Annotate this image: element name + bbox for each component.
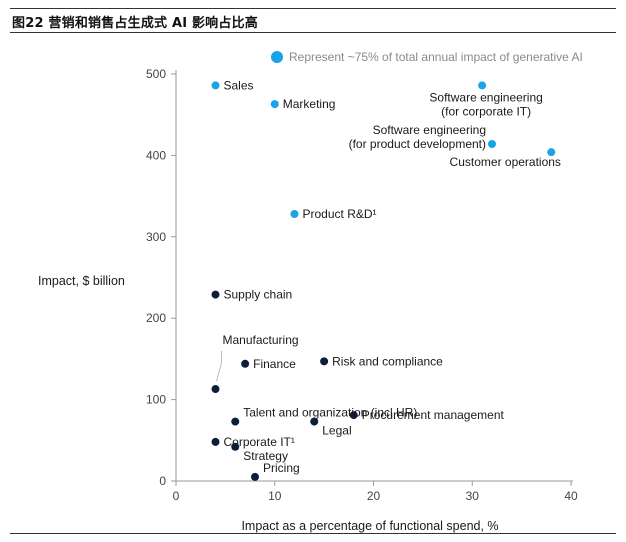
point-label: Risk and compliance bbox=[332, 354, 443, 368]
bottom-rule bbox=[10, 533, 616, 534]
point-label-line: Corporate IT¹ bbox=[224, 435, 295, 449]
point-label-line: (for product development) bbox=[349, 137, 486, 151]
y-tick-label: 300 bbox=[146, 230, 166, 244]
point-label: Software engineering (for corporate IT) bbox=[429, 90, 542, 118]
point-label-line: Product R&D¹ bbox=[303, 207, 377, 221]
data-point: Talent and organization (incl HR) bbox=[231, 406, 417, 426]
point-label: Product R&D¹ bbox=[303, 207, 377, 221]
data-point: Product R&D¹ bbox=[290, 207, 377, 221]
point-marker bbox=[310, 417, 319, 426]
axes: 0 100 200 300 400 500 0 10 20 30 40 bbox=[146, 67, 578, 503]
point-label-line: Customer operations bbox=[450, 155, 561, 169]
data-point: Legal bbox=[310, 417, 352, 438]
point-label-line: Pricing bbox=[263, 461, 300, 475]
point-label-line: Sales bbox=[224, 78, 254, 92]
x-axis-label: Impact as a percentage of functional spe… bbox=[241, 519, 498, 533]
point-marker bbox=[290, 210, 299, 219]
y-tick-label: 0 bbox=[159, 474, 166, 488]
point-label: Talent and organization (incl HR) bbox=[243, 406, 417, 420]
point-label-line: Marketing bbox=[283, 97, 336, 111]
point-label: Legal bbox=[322, 424, 351, 438]
data-point: Sales bbox=[211, 78, 254, 92]
data-point: Pricing bbox=[251, 461, 300, 481]
point-label: Corporate IT¹ bbox=[224, 435, 295, 449]
data-point: Strategy bbox=[231, 442, 288, 463]
point-marker bbox=[231, 417, 240, 426]
point-marker bbox=[478, 81, 487, 90]
data-point: Software engineering (for corporate IT) bbox=[429, 81, 543, 118]
data-point: Software engineering (for product develop… bbox=[349, 123, 496, 151]
point-label-line: Risk and compliance bbox=[332, 354, 443, 368]
point-marker bbox=[231, 442, 240, 451]
point-marker bbox=[488, 140, 496, 149]
point-marker bbox=[270, 100, 279, 109]
point-label-line: Finance bbox=[253, 357, 296, 371]
point-label-line: Software engineering bbox=[429, 90, 542, 104]
point-label: Finance bbox=[253, 357, 296, 371]
point-marker bbox=[251, 472, 259, 481]
y-tick-label: 500 bbox=[146, 67, 166, 81]
point-marker bbox=[349, 411, 358, 420]
callout-line bbox=[216, 351, 222, 382]
data-point: Marketing bbox=[270, 97, 336, 111]
point-marker bbox=[211, 81, 220, 90]
y-tick-label: 400 bbox=[146, 148, 166, 162]
point-label-line: Manufacturing bbox=[223, 333, 299, 347]
point-label-line: Talent and organization (incl HR) bbox=[243, 406, 417, 420]
title-rule bbox=[10, 32, 616, 33]
data-point: Risk and compliance bbox=[320, 354, 443, 368]
point-label: Procurement management bbox=[362, 408, 505, 422]
point-label-line: Strategy bbox=[243, 449, 288, 463]
point-label: Strategy bbox=[243, 449, 288, 463]
y-tick-label: 200 bbox=[146, 311, 166, 325]
data-point: Customer operations bbox=[450, 148, 561, 169]
point-marker bbox=[241, 359, 250, 368]
point-label-line: Legal bbox=[322, 424, 351, 438]
data-point: Corporate IT¹ bbox=[211, 435, 295, 449]
point-marker bbox=[211, 385, 220, 394]
point-label: Marketing bbox=[283, 97, 336, 111]
point-marker bbox=[320, 357, 329, 366]
data-point: Manufacturing bbox=[211, 333, 299, 394]
point-label-line: Software engineering bbox=[373, 123, 486, 137]
y-axis-label: Impact, $ billion bbox=[38, 274, 125, 288]
figure-title: 图22 营销和销售占生成式 AI 影响占比高 bbox=[12, 16, 258, 31]
x-tick-label: 10 bbox=[268, 489, 282, 503]
data-point: Supply chain bbox=[211, 288, 293, 302]
point-label: Sales bbox=[224, 78, 254, 92]
legend-label: Represent ~75% of total annual impact of… bbox=[289, 50, 583, 64]
point-label: Pricing bbox=[263, 461, 300, 475]
point-marker bbox=[211, 437, 220, 446]
point-marker bbox=[211, 290, 220, 299]
data-point: Procurement management bbox=[349, 408, 505, 422]
point-label-line: Supply chain bbox=[224, 288, 293, 302]
x-tick-label: 0 bbox=[173, 489, 180, 503]
top-rule bbox=[10, 8, 616, 9]
x-tick-label: 30 bbox=[466, 489, 480, 503]
x-tick-label: 20 bbox=[367, 489, 381, 503]
y-tick-label: 100 bbox=[146, 393, 166, 407]
point-label-line: Procurement management bbox=[362, 408, 505, 422]
point-label: Software engineering (for product develop… bbox=[349, 123, 486, 151]
point-label: Manufacturing bbox=[223, 333, 299, 347]
point-marker bbox=[547, 148, 556, 157]
point-label: Customer operations bbox=[450, 155, 561, 169]
legend: Represent ~75% of total annual impact of… bbox=[271, 50, 583, 64]
legend-marker bbox=[271, 51, 283, 63]
data-point: Finance bbox=[241, 357, 296, 371]
point-label-line: (for corporate IT) bbox=[441, 104, 531, 118]
x-tick-label: 40 bbox=[564, 489, 578, 503]
point-label: Supply chain bbox=[224, 288, 293, 302]
